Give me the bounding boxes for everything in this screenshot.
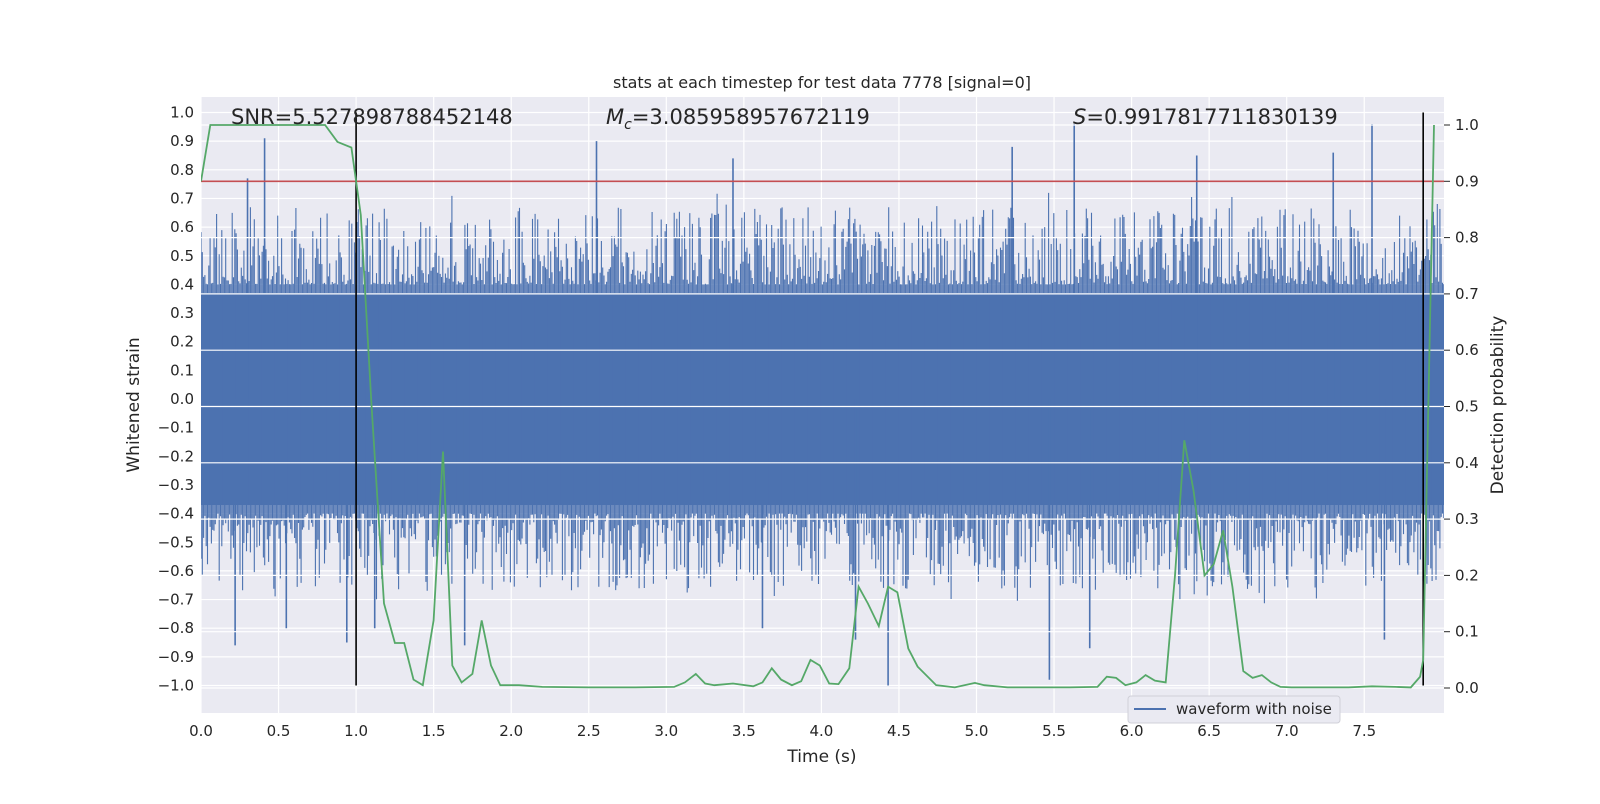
legend-label: waveform with noise xyxy=(1176,700,1332,718)
y-tick-label-left: −0.2 xyxy=(158,447,194,465)
x-tick-label: 0.0 xyxy=(189,722,213,740)
chirp-mass-symbol: M xyxy=(606,105,624,129)
y-tick-label-left: 0.9 xyxy=(170,132,194,150)
y-tick-label-left: 1.0 xyxy=(170,104,194,122)
y-axis-label-right: Detection probability xyxy=(1488,316,1508,495)
y-tick-label-left: −0.7 xyxy=(158,591,194,609)
x-tick-label: 5.0 xyxy=(965,722,989,740)
x-tick-label: 4.5 xyxy=(887,722,911,740)
x-tick-label: 2.5 xyxy=(577,722,601,740)
y-tick-label-left: 0.4 xyxy=(170,275,194,293)
y-tick-label-left: 0.3 xyxy=(170,304,194,322)
x-tick-label: 3.5 xyxy=(732,722,756,740)
chirp-mass-annotation: Mc=3.085958957672119 xyxy=(606,105,870,133)
waveform-series xyxy=(201,123,1444,686)
y-tick-label-left: −1.0 xyxy=(158,677,194,695)
x-tick-label: 7.0 xyxy=(1275,722,1299,740)
y-tick-label-left: −0.1 xyxy=(158,419,194,437)
y-tick-label-left: 0.1 xyxy=(170,361,194,379)
x-axis-label: Time (s) xyxy=(786,747,856,767)
chart-title: stats at each timestep for test data 777… xyxy=(613,73,1031,92)
y-tick-label-right: 0.1 xyxy=(1455,623,1479,641)
x-tick-label: 6.0 xyxy=(1120,722,1144,740)
y-tick-label-left: −0.6 xyxy=(158,562,194,580)
y-tick-label-right: 1.0 xyxy=(1455,116,1479,134)
y-tick-label-right: 0.9 xyxy=(1455,172,1479,190)
y-tick-label-left: −0.8 xyxy=(158,619,194,637)
y-tick-label-right: 0.7 xyxy=(1455,285,1479,303)
y-tick-label-right: 0.3 xyxy=(1455,510,1479,528)
x-tick-label: 4.0 xyxy=(809,722,833,740)
legend: waveform with noise xyxy=(1127,695,1341,724)
legend-box xyxy=(1127,695,1341,724)
chirp-mass-value: =3.085958957672119 xyxy=(632,105,870,129)
y-tick-label-left: 0.8 xyxy=(170,161,194,179)
y-tick-label-left: −0.4 xyxy=(158,505,194,523)
y-tick-label-right: 0.8 xyxy=(1455,229,1479,247)
y-grid-right xyxy=(201,124,1444,689)
y-tick-label-left: 0.7 xyxy=(170,189,194,207)
y-tick-label-left: 0.0 xyxy=(170,390,194,408)
y-tick-label-right: 0.0 xyxy=(1455,679,1479,697)
x-tick-label: 6.5 xyxy=(1197,722,1221,740)
y-tick-label-right: 0.4 xyxy=(1455,454,1479,472)
y-tick-label-right: 0.5 xyxy=(1455,398,1479,416)
chirp-mass-subscript: c xyxy=(624,117,632,133)
y-tick-label-left: 0.6 xyxy=(170,218,194,236)
waveform-noise xyxy=(201,192,1444,604)
y-axis-label-left: Whitened strain xyxy=(124,337,144,472)
x-tick-label: 7.5 xyxy=(1352,722,1376,740)
y-tick-label-left: 0.5 xyxy=(170,247,194,265)
s-annotation: S=0.9917817711830139 xyxy=(1073,105,1338,129)
axis-ticks: 0.0 0.5 1.0 1.5 2.0 2.5 3.0 3.5 4.0 4.5 5.0 5.5 6.0 6… xyxy=(158,104,1479,741)
y-tick-label-left: 0.2 xyxy=(170,333,194,351)
x-tick-label: 1.5 xyxy=(422,722,446,740)
overlay-lines xyxy=(201,112,1444,689)
probability-line xyxy=(201,124,1435,689)
x-tick-label: 3.0 xyxy=(654,722,678,740)
snr-annotation: SNR=5.527898788452148 xyxy=(231,105,513,129)
s-value: =0.9917817711830139 xyxy=(1086,105,1337,129)
x-tick-label: 5.5 xyxy=(1042,722,1066,740)
s-symbol: S xyxy=(1073,105,1086,129)
y-tick-label-left: −0.9 xyxy=(158,648,194,666)
x-tick-label: 2.0 xyxy=(499,722,523,740)
y-tick-label-right: 0.6 xyxy=(1455,341,1479,359)
y-tick-label-left: −0.5 xyxy=(158,533,194,551)
y-tick-label-left: −0.3 xyxy=(158,476,194,494)
x-tick-label: 0.5 xyxy=(267,722,291,740)
y-tick-label-right: 0.2 xyxy=(1455,566,1479,584)
x-tick-label: 1.0 xyxy=(344,722,368,740)
